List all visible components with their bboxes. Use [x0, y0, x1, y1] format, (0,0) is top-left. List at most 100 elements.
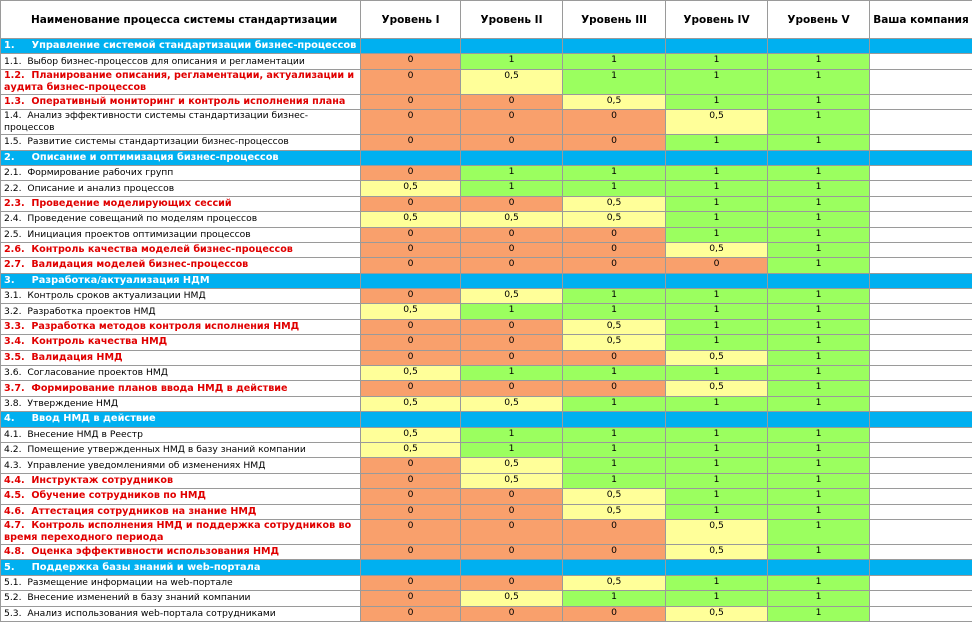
level-score: 1	[767, 211, 870, 228]
process-row: 3.5. Валидация НМД 0 0 0 0,5 1	[0, 349, 972, 367]
process-row: 4.6. Аттестация сотрудников на знание НМ…	[0, 503, 972, 520]
level-score: 1	[665, 68, 768, 95]
company-cell	[869, 109, 972, 136]
level-score: 1	[665, 164, 768, 182]
level-score: 0	[460, 543, 563, 561]
process-name: 3.5. Валидация НМД	[0, 349, 361, 367]
level-score: 1	[665, 288, 768, 305]
level-score: 0,5	[360, 303, 461, 320]
level-score: 1	[665, 303, 768, 320]
level-score: 0,5	[665, 518, 768, 545]
company-cell	[869, 441, 972, 459]
process-row: 3.1. Контроль сроков актуализации НМД 0 0,…	[0, 288, 972, 305]
level-score: 0	[360, 257, 461, 274]
level-score: 0,5	[665, 605, 768, 622]
section-cell	[562, 37, 666, 55]
section-title: 5. Поддержка базы знаний и web-портала	[0, 559, 361, 576]
level-score: 0,5	[562, 195, 666, 213]
process-name: 4.6. Аттестация сотрудников на знание НМ…	[0, 503, 361, 520]
level-score: 1	[665, 334, 768, 351]
level-score: 0	[562, 543, 666, 561]
process-name: 3.4. Контроль качества НМД	[0, 334, 361, 351]
level-score: 1	[562, 365, 666, 382]
level-score: 0	[460, 195, 563, 213]
level-score: 1	[767, 503, 870, 520]
level-score: 1	[665, 53, 768, 70]
column-header: Уровень IV	[665, 0, 768, 39]
level-score: 0	[562, 257, 666, 274]
company-cell	[869, 457, 972, 474]
company-cell	[869, 426, 972, 443]
level-score: 1	[767, 426, 870, 443]
process-row: 4.2. Помещение утвержденных НМД в базу з…	[0, 441, 972, 459]
level-score: 1	[665, 457, 768, 474]
level-score: 0,5	[562, 211, 666, 228]
process-name: 3.2. Разработка проектов НМД	[0, 303, 361, 320]
process-row: 1.2. Планирование описания, регламентаци…	[0, 68, 972, 95]
level-score: 0,5	[360, 395, 461, 413]
company-cell	[869, 488, 972, 505]
process-row: 3.8. Утверждение НМД 0,5 0,5 1 1 1	[0, 395, 972, 413]
section-cell	[360, 559, 461, 576]
section-cell	[460, 411, 563, 428]
process-name: 4.8. Оценка эффективности использования …	[0, 543, 361, 561]
level-score: 0,5	[562, 488, 666, 505]
level-score: 0	[360, 503, 461, 520]
level-score: 1	[767, 164, 870, 182]
process-row: 3.3. Разработка методов контроля исполне…	[0, 318, 972, 336]
process-row: 5.3. Анализ использования web-портала со…	[0, 605, 972, 622]
process-name: 3.8. Утверждение НМД	[0, 395, 361, 413]
level-score: 0	[562, 349, 666, 367]
level-score: 1	[767, 68, 870, 95]
level-score: 1	[767, 109, 870, 136]
company-cell	[869, 472, 972, 490]
level-score: 1	[665, 441, 768, 459]
process-name: 5.3. Анализ использования web-портала со…	[0, 605, 361, 622]
level-score: 1	[665, 365, 768, 382]
level-score: 1	[665, 93, 768, 111]
level-score: 1	[665, 472, 768, 490]
section-title: 4. Ввод НМД в действие	[0, 411, 361, 428]
process-row: 4.7. Контроль исполнения НМД и поддержка…	[0, 518, 972, 545]
process-name: 2.2. Описание и анализ процессов	[0, 180, 361, 197]
process-name: 3.7. Формирование планов ввода НМД в дей…	[0, 380, 361, 397]
section-cell	[562, 559, 666, 576]
column-header: Ваша компания	[869, 0, 972, 39]
level-score: 0	[460, 574, 563, 592]
header-row: Наименование процесса системы стандартиз…	[0, 0, 972, 39]
level-score: 0	[360, 457, 461, 474]
section-row: 2. Описание и оптимизация бизнес-процесс…	[0, 149, 972, 166]
process-row: 4.3. Управление уведомлениями об изменен…	[0, 457, 972, 474]
level-score: 1	[767, 134, 870, 151]
section-cell	[360, 272, 461, 290]
section-cell	[767, 37, 870, 55]
level-score: 1	[460, 164, 563, 182]
process-name: 1.3. Оперативный мониторинг и контроль и…	[0, 93, 361, 111]
level-score: 0,5	[360, 426, 461, 443]
company-cell	[869, 318, 972, 336]
level-score: 1	[767, 53, 870, 70]
level-score: 0	[360, 349, 461, 367]
level-score: 0,5	[460, 68, 563, 95]
company-cell	[869, 226, 972, 243]
level-score: 1	[767, 349, 870, 367]
process-row: 2.7. Валидация моделей бизнес-процессов 0…	[0, 257, 972, 274]
level-score: 0	[360, 53, 461, 70]
level-score: 1	[665, 180, 768, 197]
process-row: 5.2. Внесение изменений в базу знаний ко…	[0, 590, 972, 607]
level-score: 0,5	[562, 334, 666, 351]
level-score: 1	[767, 195, 870, 213]
section-cell	[767, 559, 870, 576]
level-score: 1	[460, 180, 563, 197]
company-cell	[869, 543, 972, 561]
level-score: 1	[767, 590, 870, 607]
level-score: 0	[460, 257, 563, 274]
level-score: 0	[460, 605, 563, 622]
level-score: 0	[562, 109, 666, 136]
level-score: 1	[767, 257, 870, 274]
process-name: 5.1. Размещение информации на web-портал…	[0, 574, 361, 592]
section-cell	[767, 272, 870, 290]
process-name: 1.5. Развитие системы стандартизации биз…	[0, 134, 361, 151]
